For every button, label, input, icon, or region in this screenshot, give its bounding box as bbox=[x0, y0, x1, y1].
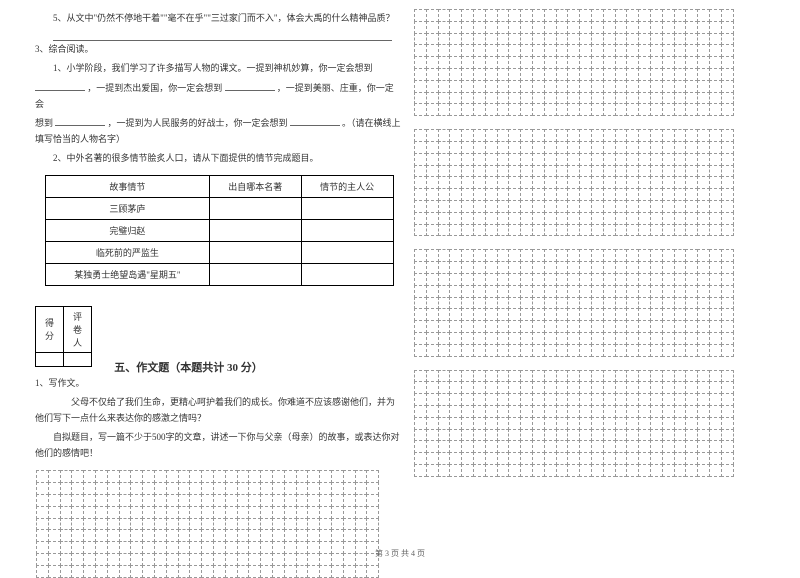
score-box: 得分 评卷人 bbox=[35, 306, 92, 367]
table-row: 完璧归赵 bbox=[46, 219, 394, 241]
score-label: 得分 bbox=[36, 306, 64, 352]
table-cell: 完璧归赵 bbox=[46, 219, 210, 241]
q3-sub1: 1、小学阶段，我们学习了许多描写人物的课文。一提到神机妙算，你一定会想到 bbox=[35, 60, 402, 76]
essay-para2: 自拟题目，写一篇不少于500字的文章，讲述一下你与父亲（母亲）的故事，或表达你对… bbox=[35, 429, 402, 461]
table-cell[interactable] bbox=[209, 263, 301, 285]
q3-sub1-text-b: ，一提到杰出爱国，你一定会想到 bbox=[87, 83, 222, 93]
table-cell: 三顾茅庐 bbox=[46, 197, 210, 219]
table-cell[interactable] bbox=[301, 241, 393, 263]
table-cell[interactable] bbox=[301, 219, 393, 241]
q3-sub1-text-a: 1、小学阶段，我们学习了许多描写人物的课文。一提到神机妙算，你一定会想到 bbox=[53, 63, 373, 73]
writing-grid[interactable] bbox=[415, 371, 770, 477]
page-footer: 第 3 页 共 4 页 bbox=[0, 548, 800, 559]
grader-value[interactable] bbox=[64, 352, 92, 366]
section-5-title: 五、作文题（本题共计 30 分） bbox=[114, 359, 263, 375]
answer-blank-line[interactable] bbox=[53, 29, 392, 41]
right-column bbox=[410, 0, 800, 565]
table-header: 情节的主人公 bbox=[301, 175, 393, 197]
table-cell: 临死前的严监生 bbox=[46, 241, 210, 263]
story-table: 故事情节 出自哪本名著 情节的主人公 三顾茅庐 完璧归赵 临死前的严监生 某独勇… bbox=[45, 175, 394, 286]
q3-sub1-line3: 想到 ，一提到为人民服务的好战士，你一定会想到 。（请在横线上填写恰当的人物名字… bbox=[35, 115, 402, 147]
table-cell[interactable] bbox=[301, 263, 393, 285]
table-header: 故事情节 bbox=[46, 175, 210, 197]
question-3-title: 3、综合阅读。 bbox=[35, 41, 402, 57]
q3-sub2: 2、中外名著的很多情节脍炙人口，请从下面提供的情节完成题目。 bbox=[35, 150, 402, 166]
blank[interactable] bbox=[55, 115, 105, 126]
blank[interactable] bbox=[35, 80, 85, 91]
grader-label: 评卷人 bbox=[64, 306, 92, 352]
essay-q1: 1、写作文。 bbox=[35, 375, 402, 391]
writing-grid-left[interactable] bbox=[37, 471, 402, 577]
left-column: 5、从文中"仍然不停地干着""毫不在乎""三过家门而不入"，体会大禹的什么精神品… bbox=[0, 0, 410, 565]
table-row: 某独勇士绝望岛遇"星期五" bbox=[46, 263, 394, 285]
writing-grid[interactable] bbox=[415, 250, 770, 356]
table-row: 临死前的严监生 bbox=[46, 241, 394, 263]
table-cell[interactable] bbox=[209, 219, 301, 241]
table-cell[interactable] bbox=[209, 241, 301, 263]
score-value[interactable] bbox=[36, 352, 64, 366]
table-header: 出自哪本名著 bbox=[209, 175, 301, 197]
table-row: 三顾茅庐 bbox=[46, 197, 394, 219]
essay-para1: 父母不仅给了我们生命，更精心呵护着我们的成长。你难道不应该感谢他们，并为他们写下… bbox=[35, 394, 402, 426]
blank[interactable] bbox=[225, 80, 275, 91]
table-cell[interactable] bbox=[209, 197, 301, 219]
table-cell[interactable] bbox=[301, 197, 393, 219]
q3-sub1-text-e: ，一提到为人民服务的好战士，你一定会想到 bbox=[108, 118, 288, 128]
writing-grid[interactable] bbox=[415, 10, 770, 116]
q3-sub1-line2: ，一提到杰出爱国，你一定会想到 ，一提到美丽、庄重，你一定会 bbox=[35, 80, 402, 112]
table-cell: 某独勇士绝望岛遇"星期五" bbox=[46, 263, 210, 285]
q3-sub1-text-d: 想到 bbox=[35, 118, 53, 128]
table-header-row: 故事情节 出自哪本名著 情节的主人公 bbox=[46, 175, 394, 197]
writing-grid[interactable] bbox=[415, 130, 770, 236]
blank[interactable] bbox=[290, 115, 340, 126]
question-5: 5、从文中"仍然不停地干着""毫不在乎""三过家门而不入"，体会大禹的什么精神品… bbox=[35, 10, 402, 26]
